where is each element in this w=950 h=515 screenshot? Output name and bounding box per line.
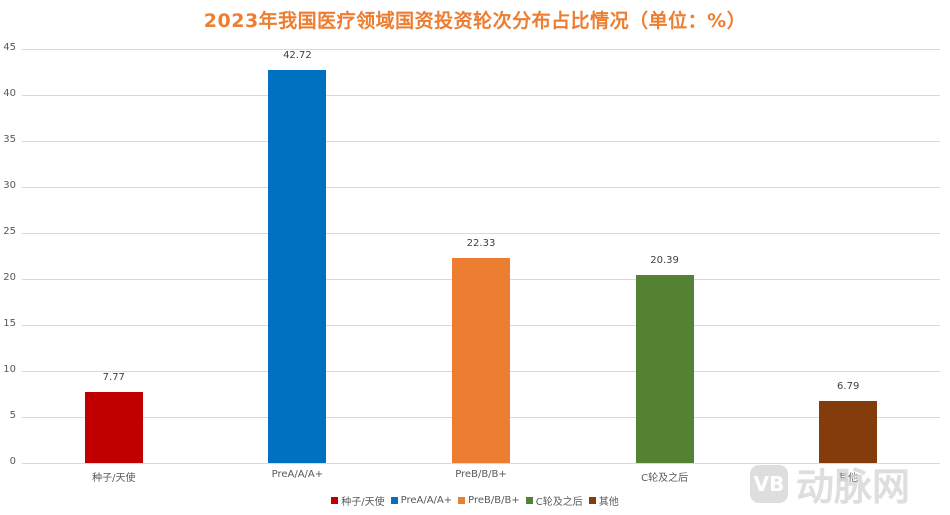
gridline [22,49,940,50]
y-tick: 35 [3,134,16,145]
legend-label: PreB/B/B+ [468,495,520,506]
legend-label: 种子/天使 [341,497,385,508]
gridline [22,141,940,142]
legend-item[interactable]: 其他 [588,493,619,508]
watermark-text: 动脉网 [796,465,911,509]
legend-label: 其他 [598,497,619,508]
gridline [22,233,940,234]
x-category-label: PreA/A/A+ [271,469,324,480]
chart-title: 2023年我国医疗领域国资投资轮次分布占比情况（单位：%） [203,10,747,32]
data-label: 7.77 [102,371,125,383]
y-tick: 10 [3,364,16,375]
y-tick: 45 [3,42,16,53]
x-category-label: 其他 [838,473,859,484]
y-tick: 40 [3,88,16,99]
legend-swatch-icon [331,497,339,504]
x-category-label: PreB/B/B+ [455,469,507,480]
gridline [22,187,940,188]
bar-other[interactable] [819,400,878,463]
bar-seed-angel[interactable] [84,391,143,463]
gridline [22,95,940,96]
y-tick: 30 [3,180,16,191]
data-label: 42.72 [283,49,312,61]
y-tick: 0 [9,456,16,467]
x-category-label: C轮及之后 [641,473,689,484]
x-axis-line [22,463,940,464]
vb-logo-icon: VB [750,464,788,503]
watermark: VB 动脉网 [750,456,910,511]
data-label: 22.33 [466,237,496,249]
legend-label: C轮及之后 [535,497,583,508]
legend-swatch-icon [588,497,596,504]
legend-item[interactable]: C轮及之后 [525,493,583,508]
legend-item[interactable]: PreB/B/B+ [458,493,520,508]
x-category-label: 种子/天使 [92,473,136,484]
legend-label: PreA/A/A+ [400,495,453,506]
bar-c-and-later[interactable] [635,275,694,463]
legend-swatch-icon [458,497,466,504]
legend: 种子/天使 PreA/A/A+ PreB/B/B+ C轮及之后 其他 [0,493,950,508]
y-tick: 5 [9,410,16,421]
legend-item[interactable]: PreA/A/A+ [390,493,453,508]
bar-prea-a[interactable] [268,69,327,463]
y-tick: 20 [3,272,16,283]
legend-item[interactable]: 种子/天使 [331,493,385,508]
data-label: 20.39 [650,255,679,267]
y-tick: 15 [3,318,16,329]
legend-swatch-icon [390,497,398,504]
y-tick: 25 [3,226,16,237]
legend-swatch-icon [525,497,533,504]
bar-preb-b[interactable] [452,257,510,463]
data-label: 6.79 [837,380,860,392]
